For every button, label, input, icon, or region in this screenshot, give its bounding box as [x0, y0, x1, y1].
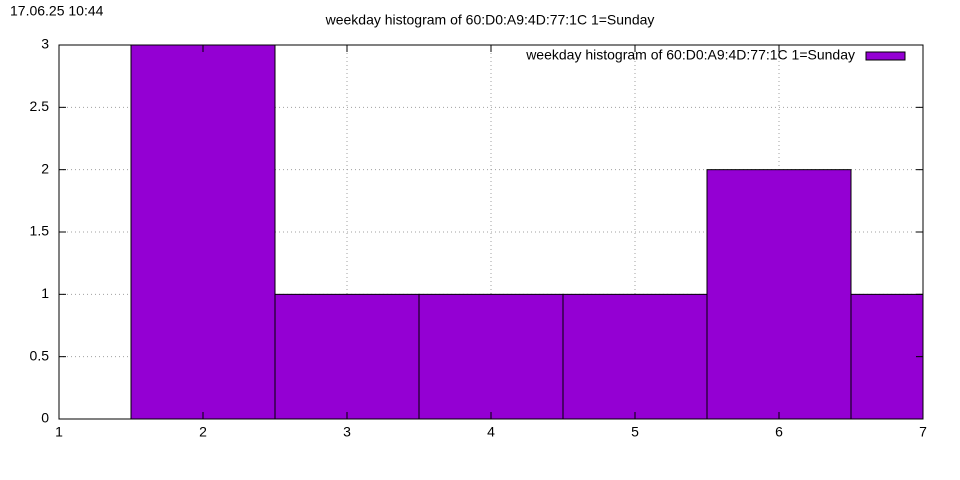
y-tick-label: 2.5: [30, 98, 50, 114]
bar: [274, 293, 420, 419]
bars: [130, 45, 923, 419]
x-tick-label: 4: [487, 424, 495, 440]
x-tick-label: 5: [631, 424, 639, 440]
legend-swatch: [865, 51, 906, 61]
y-tick-label: 1.5: [30, 223, 50, 239]
bar: [130, 45, 276, 419]
bar: [562, 293, 708, 419]
bar: [418, 293, 564, 419]
plot-border: [58, 44, 924, 420]
y-tick-label: 1: [41, 285, 49, 301]
x-tick-label: 2: [199, 424, 207, 440]
chart-title: weekday histogram of 60:D0:A9:4D:77:1C 1…: [325, 12, 655, 28]
bar: [850, 293, 923, 419]
x-tick-label: 6: [775, 424, 783, 440]
x-tick-label: 1: [55, 424, 63, 440]
x-tick-label: 3: [343, 424, 351, 440]
y-tick-label: 0: [41, 410, 49, 426]
timestamp: 17.06.25 10:44: [10, 3, 104, 19]
y-tick-label: 2: [41, 160, 49, 176]
x-tick-label: 7: [919, 424, 927, 440]
y-tick-label: 3: [41, 36, 49, 52]
legend-label: weekday histogram of 60:D0:A9:4D:77:1C 1…: [525, 47, 855, 63]
y-tick-label: 0.5: [30, 347, 50, 363]
bar: [706, 169, 852, 419]
overlay: 0 0.5 1 1.5 2 2.5 3 1 2 3 4 5 6 7 weekday histogram of…: [30, 36, 928, 440]
